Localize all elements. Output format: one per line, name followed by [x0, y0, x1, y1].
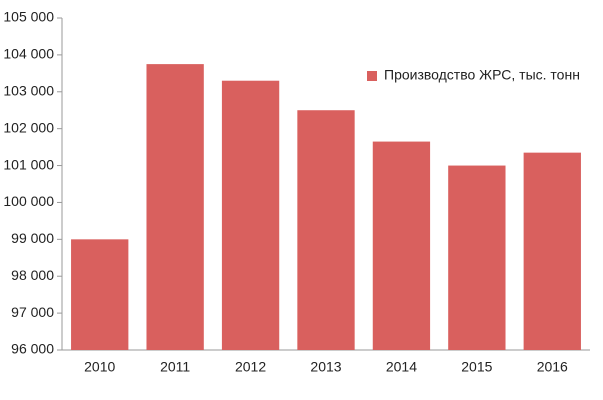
bar	[297, 110, 355, 350]
y-tick-label: 97 000	[11, 304, 54, 320]
y-tick-label: 104 000	[3, 46, 54, 62]
bar	[146, 64, 204, 350]
legend-label: Производство ЖРС, тыс. тонн	[384, 67, 580, 83]
x-tick-label: 2016	[537, 359, 568, 375]
bar	[448, 165, 506, 350]
x-tick-label: 2015	[461, 359, 492, 375]
legend-swatch	[367, 71, 377, 81]
bar	[71, 239, 129, 350]
x-tick-label: 2011	[160, 359, 190, 375]
y-tick-label: 105 000	[3, 9, 54, 25]
bar	[523, 152, 581, 350]
x-tick-label: 2014	[386, 359, 417, 375]
x-tick-label: 2013	[310, 359, 341, 375]
bar	[372, 141, 431, 350]
y-tick-label: 103 000	[3, 82, 54, 98]
y-tick-label: 101 000	[3, 156, 54, 172]
x-tick-label: 2010	[84, 359, 115, 375]
y-tick-label: 102 000	[3, 119, 54, 135]
y-tick-label: 96 000	[11, 341, 54, 357]
x-tick-label: 2012	[235, 359, 266, 375]
y-tick-label: 100 000	[3, 193, 54, 209]
bar	[221, 80, 280, 350]
y-tick-label: 99 000	[11, 230, 54, 246]
y-tick-label: 98 000	[11, 267, 54, 283]
